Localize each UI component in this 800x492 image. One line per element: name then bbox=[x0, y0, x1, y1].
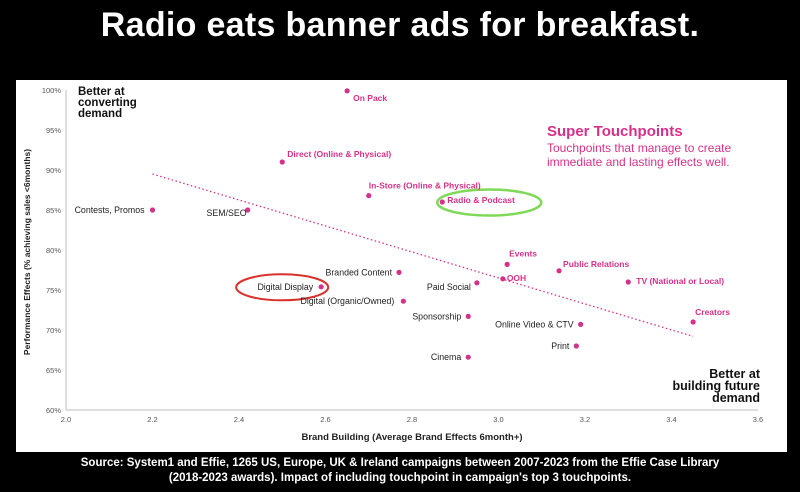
point-online-video-ctv bbox=[578, 321, 584, 327]
point-paid-social bbox=[474, 280, 480, 286]
axes bbox=[65, 90, 758, 411]
point-label-radio-podcast: Radio & Podcast bbox=[447, 195, 515, 205]
point-contests-promos bbox=[149, 207, 156, 213]
point-creators bbox=[690, 319, 696, 325]
corner-label-tl-line2: converting bbox=[78, 97, 137, 109]
highlight-circle-green bbox=[436, 188, 543, 217]
corner-label-br-line2: building future bbox=[673, 379, 761, 393]
point-label-online-video-ctv: Online Video & CTV bbox=[495, 319, 574, 329]
point-in-store-online-physical bbox=[366, 193, 372, 199]
point-label-contests-promos: Contests, Promos bbox=[75, 205, 146, 215]
y-tick-label: 65% bbox=[46, 366, 61, 375]
point-tv-national-or-local bbox=[625, 279, 631, 285]
corner-label-tl-line3: demand bbox=[78, 108, 122, 120]
callout-body-line1: Touchpoints that manage to create bbox=[547, 141, 731, 155]
point-direct-online-physical bbox=[279, 159, 285, 165]
point-label-branded-content: Branded Content bbox=[326, 267, 393, 277]
y-tick-label: 70% bbox=[46, 326, 61, 335]
y-tick-label: 80% bbox=[46, 246, 61, 255]
super-touchpoints-callout: Super Touchpoints Touchpoints that manag… bbox=[547, 123, 731, 169]
x-tick-label: 3.6 bbox=[753, 415, 763, 424]
corner-label-top-left: Better at converting demand bbox=[78, 86, 137, 120]
x-tick-label: 2.0 bbox=[61, 415, 71, 424]
point-branded-content bbox=[396, 269, 402, 275]
headline: Radio eats banner ads for breakfast. bbox=[100, 6, 700, 44]
point-label-on-pack: On Pack bbox=[353, 93, 387, 103]
point-on-pack bbox=[344, 88, 350, 94]
point-label-public-relations: Public Relations bbox=[563, 259, 629, 269]
point-label-print: Print bbox=[551, 341, 570, 351]
x-tick-label: 2.4 bbox=[234, 415, 244, 424]
corner-label-br-line3: demand bbox=[712, 391, 760, 405]
point-label-ooh: OOH bbox=[507, 273, 526, 283]
point-label-sponsorship: Sponsorship bbox=[412, 311, 461, 321]
corner-label-bottom-right: Better at building future demand bbox=[673, 367, 761, 405]
data-points: On Pack Direct (Online & Physical) In-Stor… bbox=[75, 88, 730, 362]
point-label-direct-online-physical: Direct (Online & Physical) bbox=[287, 149, 391, 159]
point-print bbox=[573, 343, 579, 349]
point-label-paid-social: Paid Social bbox=[427, 282, 471, 292]
y-tick-label: 60% bbox=[46, 406, 61, 415]
highlight-circle-red bbox=[235, 273, 330, 302]
y-tick-label: 95% bbox=[46, 126, 61, 135]
corner-label-br-line1: Better at bbox=[709, 367, 761, 381]
source-line-2: (2018-2023 awards). Impact of including … bbox=[168, 472, 632, 484]
point-digital-organic-owned bbox=[400, 298, 406, 304]
point-label-sem-seo: SEM/SEO bbox=[207, 208, 247, 218]
scatter-chart: 2.0 2.2 2.4 2.6 2.8 3.0 3.2 3.4 3.6 60% 65% 70% 75% 8… bbox=[22, 86, 763, 443]
chart-panel: 2.0 2.2 2.4 2.6 2.8 3.0 3.2 3.4 3.6 60% 65% 70% 75% 8… bbox=[16, 80, 787, 452]
point-digital-display bbox=[318, 284, 324, 290]
source-note: Source: System1 and Effie, 1265 US, Euro… bbox=[0, 456, 800, 486]
point-label-in-store-online-physical: In-Store (Online & Physical) bbox=[369, 181, 481, 191]
point-label-tv-national-or-local: TV (National or Local) bbox=[636, 276, 724, 286]
y-tick-label: 75% bbox=[46, 286, 61, 295]
point-public-relations bbox=[556, 268, 562, 274]
x-tick-label: 2.6 bbox=[320, 415, 330, 424]
point-label-creators: Creators bbox=[695, 307, 730, 317]
point-cinema bbox=[465, 354, 471, 360]
x-tick-label: 2.8 bbox=[407, 415, 417, 424]
tick-labels: 2.0 2.2 2.4 2.6 2.8 3.0 3.2 3.4 3.6 60% 65% 70% 75% 8… bbox=[42, 86, 763, 424]
point-sponsorship bbox=[465, 313, 471, 319]
y-tick-label: 90% bbox=[46, 166, 61, 175]
highlight-circles bbox=[235, 188, 543, 302]
x-tick-label: 3.4 bbox=[666, 415, 676, 424]
point-ooh bbox=[500, 276, 506, 282]
point-label-events: Events bbox=[509, 248, 537, 258]
callout-title: Super Touchpoints bbox=[547, 123, 683, 140]
source-line-1: Source: System1 and Effie, 1265 US, Euro… bbox=[80, 457, 720, 469]
y-tick-label: 100% bbox=[42, 86, 62, 95]
x-axis-label: Brand Building (Average Brand Effects 6m… bbox=[301, 432, 522, 443]
corner-label-tl-line1: Better at bbox=[78, 86, 125, 98]
point-events bbox=[504, 261, 510, 267]
point-sem-seo bbox=[245, 207, 251, 213]
x-tick-label: 3.0 bbox=[493, 415, 503, 424]
x-tick-label: 2.2 bbox=[147, 415, 157, 424]
callout-body-line2: immediate and lasting effects well. bbox=[547, 155, 730, 169]
point-label-digital-organic-owned: Digital (Organic/Owned) bbox=[300, 296, 394, 306]
point-label-digital-display: Digital Display bbox=[257, 282, 313, 292]
x-tick-label: 3.2 bbox=[580, 415, 590, 424]
point-radio-podcast bbox=[439, 199, 445, 205]
y-axis-label: Performance Effects (% achieving sales <… bbox=[22, 149, 32, 355]
point-label-cinema: Cinema bbox=[431, 352, 461, 362]
y-tick-label: 85% bbox=[46, 206, 61, 215]
